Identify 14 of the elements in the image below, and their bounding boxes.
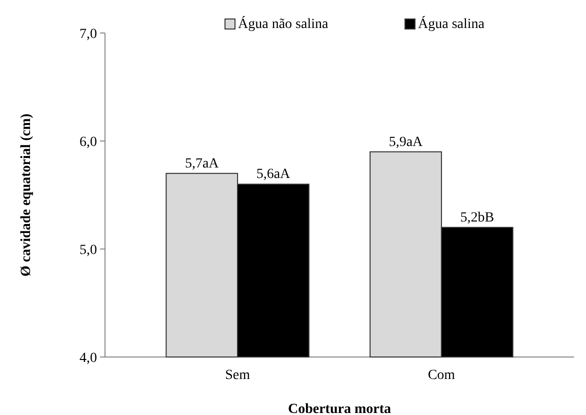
y-axis-title: Ø cavidade equatorial (cm) [19,113,34,276]
legend-label: Água salina [418,15,486,32]
x-tick-label: Com [428,368,456,383]
data-label: 5,7aA [184,156,220,172]
y-tick-label: 7,0 [80,26,97,42]
y-tick-label: 6,0 [80,134,97,150]
y-tick-label: 4,0 [80,350,97,366]
data-label: 5,6aA [256,167,292,182]
x-axis-title: Cobertura morta [288,402,392,415]
x-tick-label: Sem [225,368,250,383]
legend-label: Água não salina [238,15,329,32]
data-label: 5,9aA [388,134,424,150]
data-label: 5,2bB [460,210,494,226]
y-tick-label: 5,0 [80,242,97,258]
